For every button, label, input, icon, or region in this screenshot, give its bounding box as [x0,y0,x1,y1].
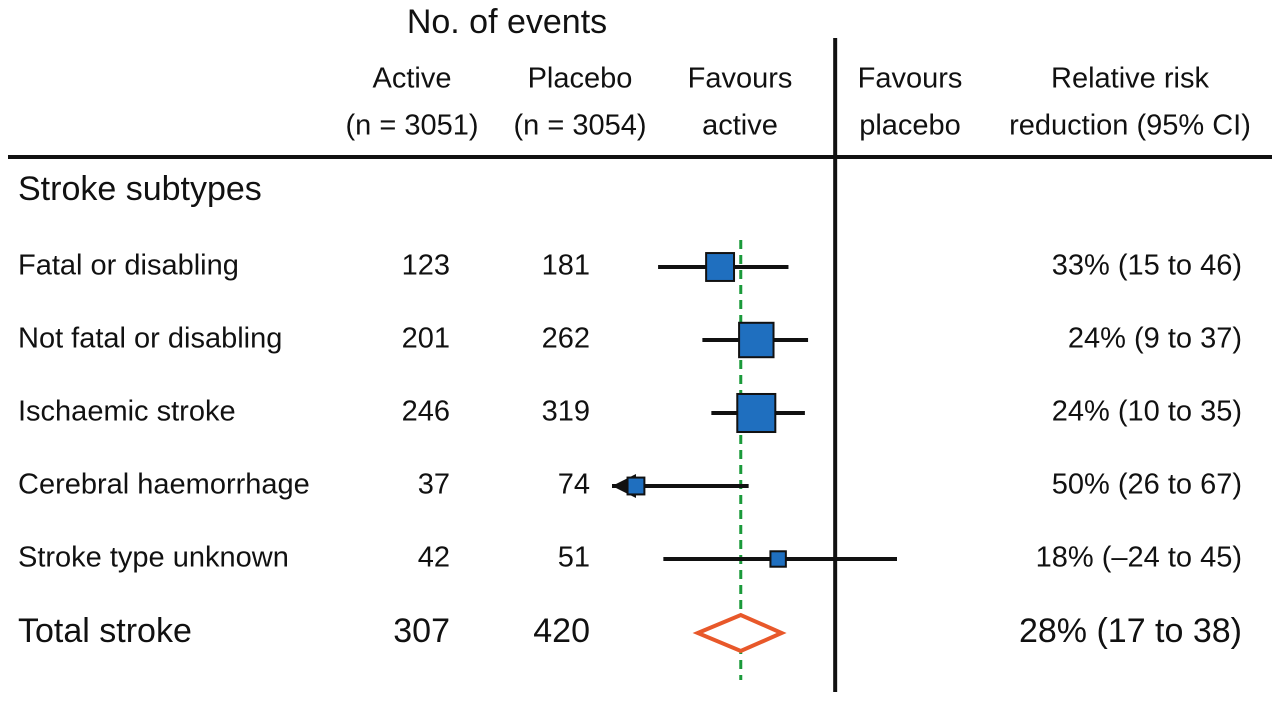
placebo-count: 262 [542,323,590,355]
active-count: 37 [418,469,450,501]
active-count: 307 [393,612,450,650]
point-estimate [769,550,787,568]
point-estimate [626,476,646,496]
active-n: (n = 3051) [345,110,478,142]
favours-placebo: placebo [859,110,961,142]
rrr-label: 18% (–24 to 45) [1036,542,1242,574]
rrr-label: 33% (15 to 46) [1052,250,1242,282]
row-label: Stroke type unknown [18,542,289,574]
active-count: 123 [402,250,450,282]
row-label: Cerebral haemorrhage [18,469,310,501]
row-label: Total stroke [18,612,192,650]
rrr-label: 24% (10 to 35) [1052,396,1242,428]
placebo-count: 420 [533,612,590,650]
placebo-header: Placebo [528,63,633,95]
placebo-count: 51 [558,542,590,574]
favours-active: Favours [688,63,793,95]
placebo-count: 74 [558,469,590,501]
active-header: Active [373,63,452,95]
row-label: Ischaemic stroke [18,396,236,428]
rrr-header: reduction (95% CI) [1009,110,1251,142]
placebo-count: 319 [542,396,590,428]
rrr-label: 28% (17 to 38) [1019,612,1242,650]
rrr-label: 24% (9 to 37) [1068,323,1242,355]
active-count: 42 [418,542,450,574]
placebo-count: 181 [542,250,590,282]
rrr-label: 50% (26 to 67) [1052,469,1242,501]
active-count: 201 [402,323,450,355]
summary-diamond [692,612,787,654]
events-header: No. of events [407,3,607,41]
rrr-header: Relative risk [1051,63,1209,95]
point-estimate [705,252,736,282]
row-label: Fatal or disabling [18,250,239,282]
point-estimate [738,321,775,359]
row-label: Not fatal or disabling [18,323,282,355]
placebo-n: (n = 3054) [513,110,646,142]
active-count: 246 [402,396,450,428]
point-estimate [736,392,777,434]
section-title: Stroke subtypes [18,170,262,208]
favours-active: active [702,110,778,142]
favours-placebo: Favours [858,63,963,95]
